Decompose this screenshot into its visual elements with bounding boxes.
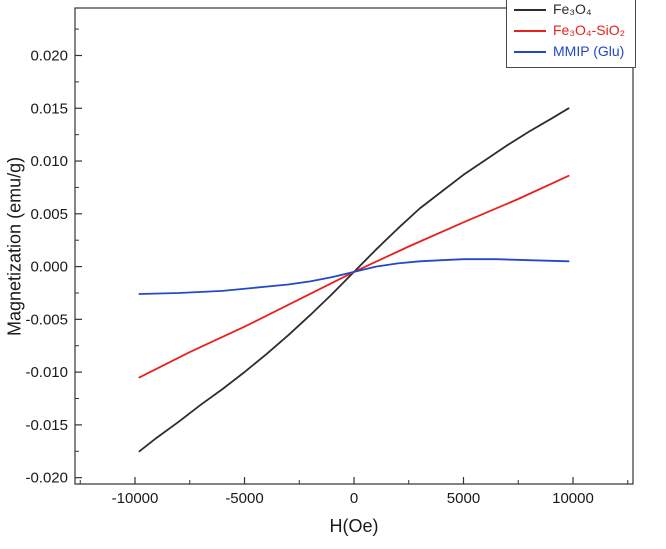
- x-tick-label: 10000: [552, 490, 594, 507]
- x-axis-ticks: -10000 -5000 0 5000 10000: [79, 477, 629, 507]
- y-tick-label: 0.000: [30, 259, 68, 276]
- x-axis-title: H(Oe): [329, 516, 379, 536]
- y-tick-label: 0.020: [30, 47, 68, 64]
- x-tick-label: 5000: [447, 490, 480, 507]
- y-tick-label: 0.015: [30, 100, 68, 117]
- legend-line-sample: [514, 8, 546, 11]
- legend-item-fe3o4-sio2: Fe₃O₄-SiO₂: [514, 22, 625, 39]
- plot-frame: [74, 7, 634, 485]
- y-axis-title: Magnetization (emu/g): [4, 156, 25, 336]
- y-tick-label: 0.005: [30, 206, 68, 223]
- y-axis-ticks: -0.020 -0.015 -0.010 -0.005 0.000 0.005 0.010 0…: [25, 28, 82, 487]
- series-lines: [138, 107, 570, 453]
- legend-item-fe3o4: Fe₃O₄: [514, 1, 625, 18]
- y-tick-label: 0.010: [30, 153, 68, 170]
- x-tick-label: 0: [350, 490, 358, 507]
- legend-label: MMIP (Glu): [553, 43, 625, 59]
- legend-line-sample: [514, 50, 546, 53]
- legend-label: Fe₃O₄: [553, 1, 592, 17]
- legend: Fe₃O₄ Fe₃O₄-SiO₂ MMIP (Glu): [506, 0, 637, 68]
- series-line-fe3o4: [138, 107, 570, 453]
- y-tick-label: -0.005: [25, 311, 68, 328]
- y-tick-label: -0.015: [25, 417, 68, 434]
- legend-item-mmip-glu: MMIP (Glu): [514, 43, 625, 60]
- y-tick-label: -0.020: [25, 470, 68, 487]
- y-tick-label: -0.010: [25, 364, 68, 381]
- series-line-fe3o4-sio2: [138, 174, 570, 379]
- series-line-mmip-glu: [138, 258, 570, 295]
- x-tick-label: -5000: [225, 490, 263, 507]
- x-tick-label: -10000: [112, 490, 159, 507]
- legend-label: Fe₃O₄-SiO₂: [553, 22, 626, 38]
- legend-line-sample: [514, 29, 546, 32]
